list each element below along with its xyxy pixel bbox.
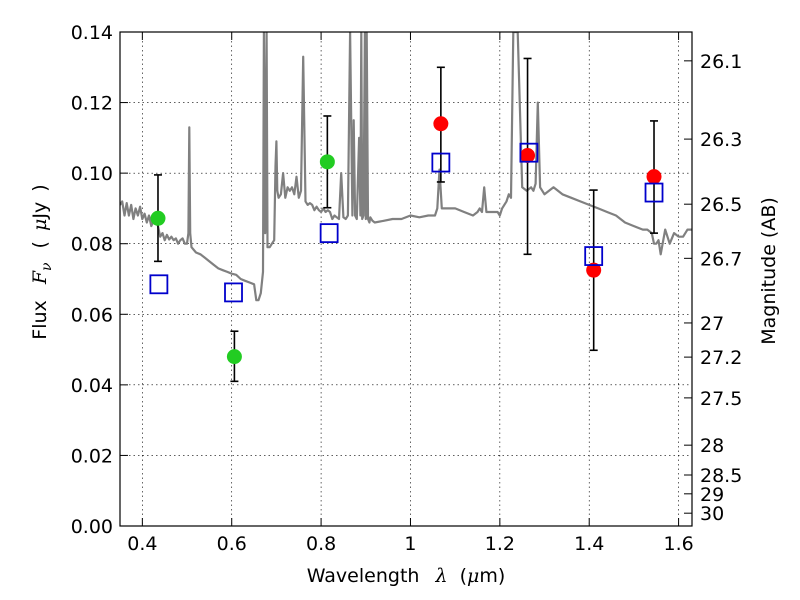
y2-tick-label: 29 [700,484,724,506]
y-axis-unit-close: ) [29,184,51,191]
spectrum-layer [120,32,692,302]
x-tick-label: 1 [404,533,416,555]
model-square-marker [431,152,451,173]
nir-data-point [646,169,662,185]
x-axis-label: Wavelength λ (μm) [307,565,506,587]
y-tick-label: 0.02 [71,445,113,467]
y-axis-unit-jy: Jy [29,202,51,220]
x-axis-unit-mu: μ [467,565,479,587]
x-tick-label: 0.8 [306,533,336,555]
x-axis-unit-rest: m) [479,565,505,587]
y-axis-unit-open: ( [29,241,51,248]
x-tick-label: 1.4 [574,533,604,555]
y-tick-label: 0.08 [71,234,113,256]
y-tick-label: 0.00 [71,516,113,538]
nir-data-point [586,262,602,278]
y-axis-label: Flux Fν ( μJy ) [29,184,56,339]
y2-tick-label: 28.5 [700,465,742,487]
y-tick-label: 0.10 [71,163,113,185]
y-tick-label: 0.14 [71,22,113,44]
model-square-marker [149,274,169,295]
x-tick-label: 1.6 [663,533,693,555]
x-tick-label: 0.6 [217,533,247,555]
y2-tick-label: 26.1 [700,51,742,73]
points-layer [149,57,664,383]
optical-data-point [150,210,166,226]
x-axis-lambda: λ [434,565,447,587]
plot-frame [119,31,693,527]
y2-tick-label: 27.5 [700,388,742,410]
model-square-marker [224,282,243,303]
y2-tick-label: 26.5 [700,194,742,216]
y2-tick-label: 27.2 [700,347,742,369]
x-tick-label: 1.2 [485,533,515,555]
y-axis-unit-mu: μ [29,219,51,231]
x-axis-unit-open: ( [460,565,467,587]
model-square-marker [584,246,604,266]
y-tick-label: 0.12 [71,93,113,115]
y-tick-label: 0.06 [71,304,113,326]
spectrum-line [120,32,692,302]
grid [120,32,692,526]
x-tick-label: 0.4 [127,533,157,555]
optical-data-point [319,154,335,170]
y-tick-label: 0.04 [71,375,113,397]
y2-tick-label: 30 [700,503,724,525]
x-axis-label-text: Wavelength [307,565,420,587]
y2-tick-label: 26.3 [700,129,742,151]
optical-data-point [226,349,242,365]
nir-data-point [520,148,536,163]
y-axis-flux-subscript: ν [39,262,55,271]
y-axis-flux-symbol: F [29,270,51,285]
y2-tick-label: 28 [700,435,724,457]
nir-data-point [433,116,449,132]
y2-tick-label: 26.7 [700,248,742,270]
model-square-marker [519,142,539,163]
y-axis-label-text: Flux [29,300,51,340]
y2-axis-label: Magnitude (AB) [758,197,780,345]
ticks-layer: 0.4 0.6 0.8 1 1.2 1.4 1.6 0.00 0.02 0.04 0.06 0.08 0… [71,22,743,555]
y2-tick-label: 27 [700,313,724,335]
model-square-marker [644,182,664,203]
model-square-marker [319,223,339,244]
